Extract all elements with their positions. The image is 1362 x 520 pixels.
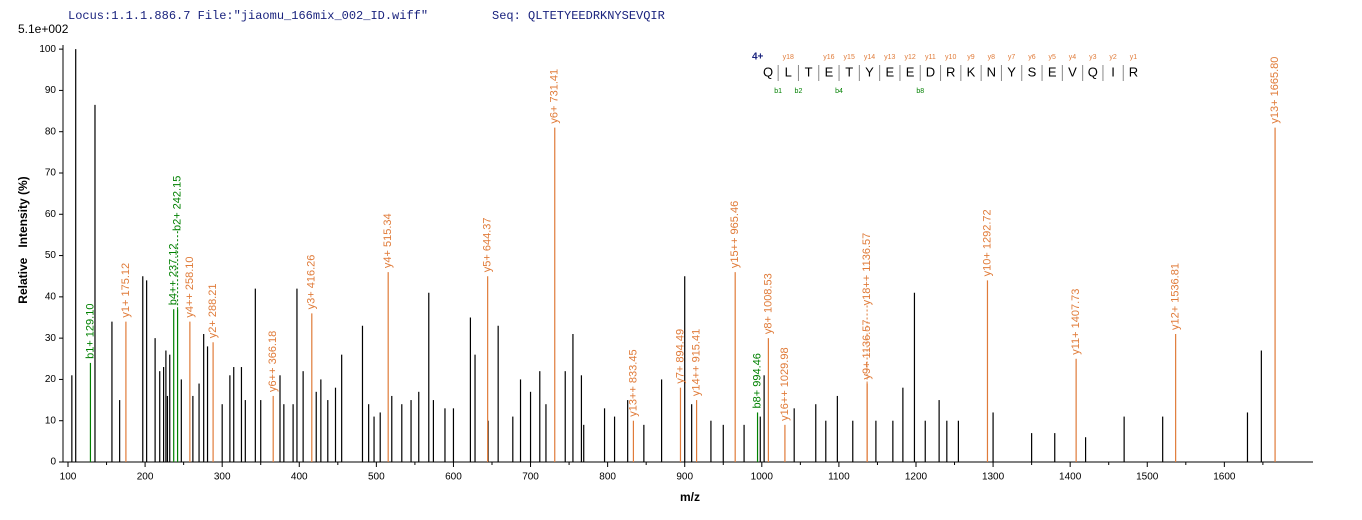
x-tick-label: 1200 [905, 472, 928, 483]
x-tick-label: 800 [599, 472, 616, 483]
y-tick-label: 100 [39, 44, 56, 55]
residue: E [1048, 64, 1057, 79]
residue: Q [763, 64, 773, 79]
y-ion-label: y12 [904, 54, 915, 61]
x-tick-label: 1300 [982, 472, 1005, 483]
y-ion-label: y13 [884, 54, 895, 61]
y-ion-label: y1 [1130, 54, 1138, 61]
peak-label: y18++ 1136.57 [861, 233, 873, 306]
y-ion-label: y18 [783, 54, 794, 61]
y-ion-label: y4 [1069, 54, 1077, 61]
peak-label: y12+ 1536.81 [1170, 263, 1182, 330]
x-tick-label: 1000 [751, 472, 774, 483]
y-ion-label: y5 [1048, 54, 1056, 61]
x-tick-label: 1500 [1136, 472, 1159, 483]
residue: V [1068, 64, 1077, 79]
b-ion-label: b4 [835, 88, 843, 95]
residue: E [906, 64, 915, 79]
peak-label: y16++ 1029.98 [779, 347, 791, 420]
residue: K [967, 64, 976, 79]
y-ion-label: y8 [988, 54, 996, 61]
x-axis-label: m/z [680, 490, 700, 504]
y-ion-label: y7 [1008, 54, 1016, 61]
scale-label: 5.1e+002 [18, 22, 69, 36]
peak-label: y14++ 915.41 [691, 329, 703, 396]
peak-label: b1+ 129.10 [84, 304, 96, 359]
residue: E [825, 64, 834, 79]
peak-label: y1+ 175.12 [120, 263, 132, 318]
peak-label: y13++ 833.45 [627, 349, 639, 416]
x-tick-label: 300 [214, 472, 231, 483]
y-tick-label: 60 [45, 209, 57, 220]
x-tick-label: 1600 [1213, 472, 1236, 483]
peak-label: y6++ 366.18 [267, 331, 279, 392]
peak-label: y9+ 1136.57 [861, 320, 873, 380]
b-ion-label: b8 [916, 88, 924, 95]
peak-label: y2+ 288.21 [207, 284, 219, 339]
y-tick-label: 80 [45, 126, 57, 137]
y-ion-label: y15 [844, 54, 855, 61]
peak-label: y15++ 965.46 [729, 201, 741, 268]
y-ion-label: y3 [1089, 54, 1097, 61]
x-tick-label: 600 [445, 472, 462, 483]
y-ion-label: y10 [945, 54, 956, 61]
peak-label: y8+ 1008.53 [762, 273, 774, 334]
peak-label: y6+ 731.41 [549, 69, 561, 124]
y-ion-label: y11 [925, 54, 936, 61]
residue: Y [865, 64, 874, 79]
residue: Y [1007, 64, 1016, 79]
residue: R [946, 64, 955, 79]
residue: R [1129, 64, 1138, 79]
peak-label: y4+ 515.34 [382, 213, 394, 268]
peak-label: y11+ 1407.73 [1070, 289, 1082, 355]
x-tick-label: 700 [522, 472, 539, 483]
residue: N [987, 64, 996, 79]
peak-label: y4++ 258.10 [184, 256, 196, 317]
y-tick-label: 0 [50, 457, 56, 468]
y-ion-label: y2 [1109, 54, 1117, 61]
peak-label: y7+ 894.49 [674, 329, 686, 384]
peak-label: y5+ 644.37 [482, 217, 494, 272]
y-tick-label: 40 [45, 291, 57, 302]
residue: D [926, 64, 935, 79]
residue: E [885, 64, 894, 79]
x-tick-label: 1100 [828, 472, 850, 483]
header-locus: Locus:1.1.1.886.7 File:"jiaomu_166mix_00… [68, 9, 428, 23]
peak-label: y10+ 1292.72 [981, 209, 993, 276]
y-tick-label: 90 [45, 85, 57, 96]
y-ion-label: y9 [967, 54, 975, 61]
residue: I [1111, 64, 1115, 79]
b-ion-label: b2 [795, 88, 803, 95]
residue: T [845, 64, 853, 79]
residue: S [1028, 64, 1037, 79]
peak-label: y13+ 1665.80 [1269, 57, 1281, 124]
y-axis-label: Relative Intensity (%) [16, 176, 30, 303]
peak-label: b4++ 237.12 [168, 243, 180, 305]
x-tick-label: 200 [137, 472, 154, 483]
header-seq: Seq: QLTETYEEDRKNYSEVQIR [492, 9, 665, 23]
x-tick-label: 900 [676, 472, 693, 483]
y-ion-label: y14 [864, 54, 875, 61]
peak-label: b8+ 994.46 [751, 353, 763, 408]
y-tick-label: 20 [45, 374, 57, 385]
y-tick-label: 70 [45, 168, 57, 179]
x-tick-label: 400 [291, 472, 308, 483]
residue: Q [1088, 64, 1098, 79]
peak-label: b2+ 242.15 [171, 176, 183, 231]
y-ion-label: y6 [1028, 54, 1036, 61]
x-tick-label: 500 [368, 472, 385, 483]
x-tick-label: 1400 [1059, 472, 1082, 483]
y-tick-label: 10 [45, 415, 57, 426]
residue: L [785, 64, 792, 79]
b-ion-label: b1 [774, 88, 782, 95]
y-tick-label: 30 [45, 333, 57, 344]
peak-label: y3+ 416.26 [306, 255, 318, 310]
charge-label: 4+ [752, 52, 764, 63]
x-tick-label: 100 [60, 472, 77, 483]
y-tick-label: 50 [45, 250, 57, 261]
y-ion-label: y16 [823, 54, 834, 61]
residue: T [805, 64, 813, 79]
